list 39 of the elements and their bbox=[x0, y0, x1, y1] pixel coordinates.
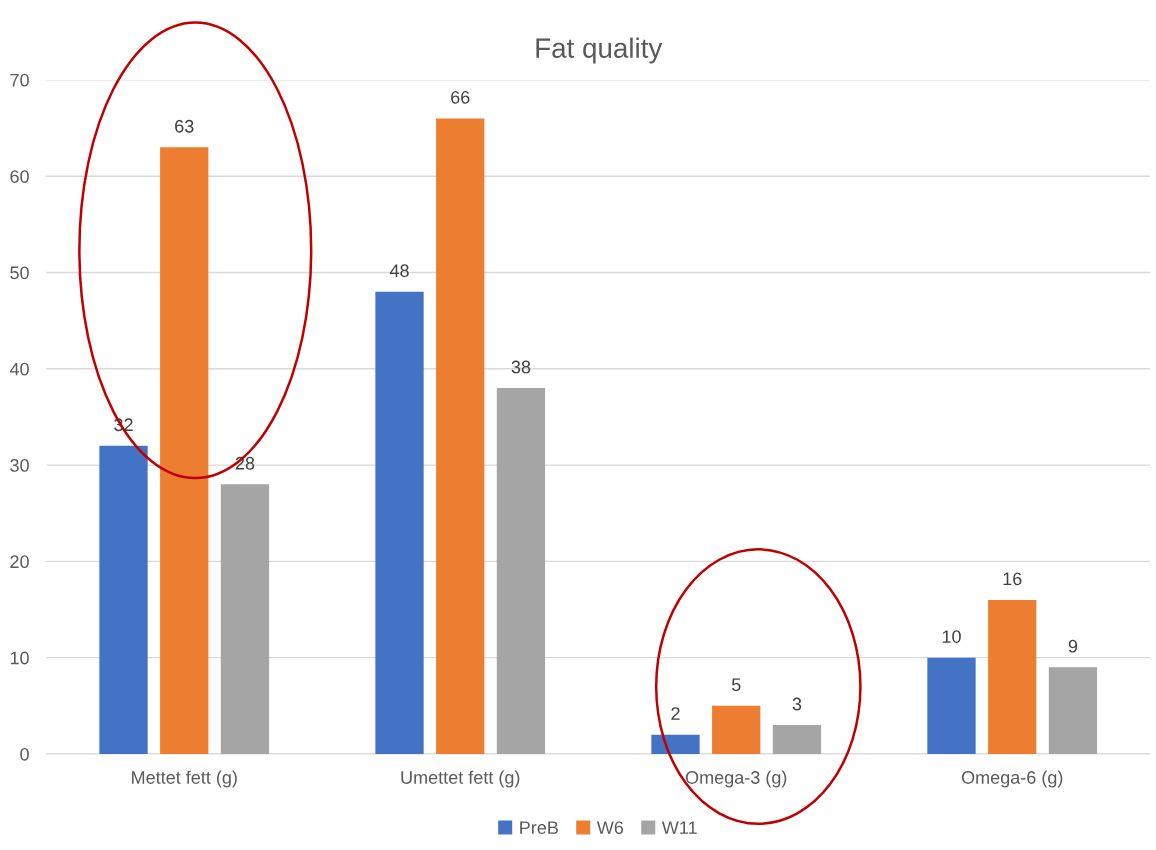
x-tick-label: Omega-6 (g) bbox=[961, 770, 1063, 788]
y-tick-label: 70 bbox=[10, 73, 29, 87]
bar bbox=[927, 657, 976, 754]
y-tick-label: 20 bbox=[10, 555, 29, 569]
data-label: 38 bbox=[511, 360, 531, 374]
data-label: 3 bbox=[792, 697, 802, 711]
bar bbox=[160, 147, 209, 754]
data-label: 10 bbox=[942, 630, 961, 643]
data-label: 16 bbox=[1003, 572, 1022, 586]
x-tick-label: Umettet fett (g) bbox=[401, 770, 520, 788]
bar bbox=[99, 445, 148, 754]
bar bbox=[1048, 667, 1098, 754]
y-tick-label: 50 bbox=[10, 266, 29, 280]
y-tick-label: 10 bbox=[10, 651, 29, 665]
y-tick-label: 40 bbox=[9, 362, 29, 376]
x-tick-label: Omega-3 (g) bbox=[685, 770, 787, 788]
y-tick-label: 60 bbox=[10, 170, 29, 183]
bar bbox=[436, 118, 485, 754]
bar bbox=[496, 388, 546, 754]
legend-label: PreB bbox=[520, 821, 558, 835]
bar bbox=[375, 291, 424, 754]
bar bbox=[712, 705, 761, 754]
data-label: 28 bbox=[235, 456, 255, 470]
bar bbox=[651, 734, 700, 754]
y-tick-label: 0 bbox=[20, 747, 29, 761]
legend-label: W11 bbox=[661, 821, 697, 834]
bar bbox=[220, 484, 270, 754]
bar bbox=[772, 725, 822, 754]
legend-label: W6 bbox=[596, 821, 624, 835]
data-label: 63 bbox=[175, 119, 194, 133]
data-label: 5 bbox=[731, 678, 741, 692]
bar bbox=[988, 599, 1037, 754]
data-label: 9 bbox=[1068, 639, 1078, 653]
data-label: 2 bbox=[671, 707, 680, 720]
y-tick-label: 30 bbox=[10, 459, 29, 472]
x-tick-label: Mettet fett (g) bbox=[132, 770, 237, 788]
chart-title: Fat quality bbox=[536, 37, 663, 64]
data-label: 66 bbox=[451, 90, 470, 104]
data-label: 48 bbox=[389, 264, 409, 278]
